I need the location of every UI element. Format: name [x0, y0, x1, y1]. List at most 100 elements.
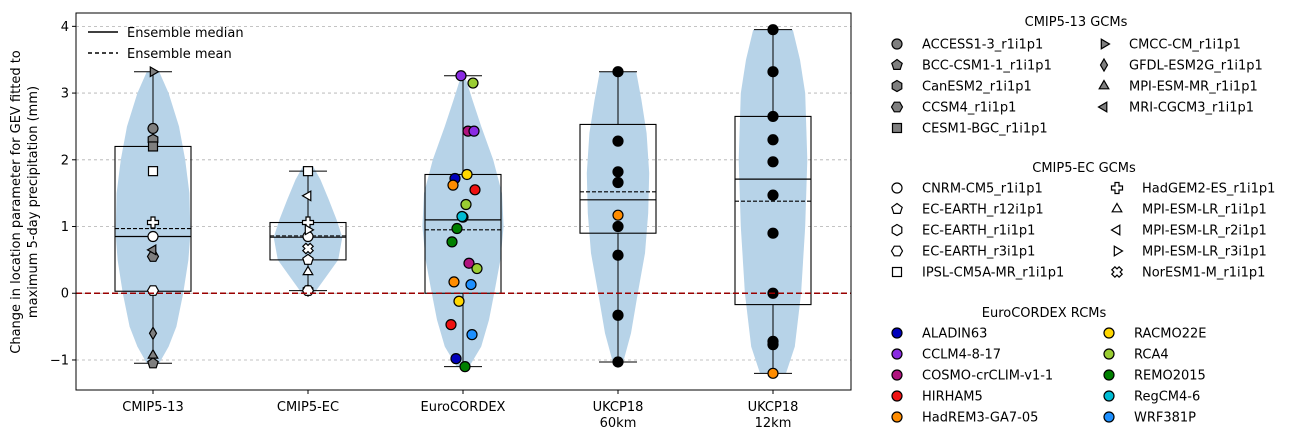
legend-marker — [891, 79, 903, 93]
y-tick-label: 0 — [61, 287, 69, 302]
data-point — [466, 329, 478, 341]
legend-marker — [891, 122, 903, 134]
data-point — [453, 295, 465, 307]
x-tick-label: UKCP18 — [748, 400, 799, 415]
legend-area: CMIP5-13 GCMs ACCESS1-3_r1i1p1 BCC-CSM1-1_… — [890, 15, 1275, 426]
y-tick-label: 4 — [61, 20, 69, 35]
data-point — [612, 309, 624, 321]
legend-item-label: CMCC-CM_r1i1p1 — [1129, 38, 1241, 53]
data-point — [301, 242, 315, 255]
group-cmip5-ec — [269, 166, 347, 297]
legend-item-label: CCLM4-8-17 — [922, 348, 1001, 363]
legend-marker — [891, 202, 903, 214]
group-cmip5-13 — [114, 65, 192, 369]
legend-item-label: RACMO22E — [1134, 327, 1206, 342]
x-tick-label: UKCP18 — [593, 400, 644, 415]
data-point — [612, 135, 624, 147]
legend-marker — [1103, 411, 1115, 423]
legend-item: EC-EARTH_r3i1p1 — [890, 245, 1035, 260]
data-point — [461, 168, 473, 181]
data-point — [612, 220, 624, 233]
data-point — [302, 253, 314, 265]
legend-marker — [1111, 202, 1123, 213]
legend-item: ACCESS1-3_r1i1p1 — [891, 38, 1043, 53]
legend-item: ALADIN63 — [891, 327, 987, 342]
legend-marker — [891, 411, 903, 423]
legend-title: CMIP5-13 GCMs — [1025, 15, 1128, 30]
legend-item-label: MPI-ESM-MR_r1i1p1 — [1129, 80, 1258, 95]
data-point — [767, 367, 779, 379]
legend-item: CMCC-CM_r1i1p1 — [1100, 38, 1241, 53]
data-point — [302, 265, 314, 276]
legend-item-label: CanESM2_r1i1p1 — [922, 80, 1032, 95]
legend-item-label: MPI-ESM-LR_r3i1p1 — [1142, 245, 1267, 260]
legend-item-label: HadREM3-GA7-05 — [922, 411, 1038, 426]
legend-marker — [891, 369, 903, 381]
legend-item: IPSL-CM5A-MR_r1i1p1 — [891, 266, 1064, 281]
data-point — [463, 257, 475, 269]
legend-marker — [1103, 327, 1115, 339]
legend-item-label: REMO2015 — [1134, 369, 1206, 384]
y-axis-label-line2: maximum 5-day precipitation (mm) — [26, 86, 41, 318]
data-point — [612, 176, 624, 189]
legend-item-label: CESM1-BGC_r1i1p1 — [922, 122, 1048, 137]
data-point — [446, 236, 458, 248]
legend-marker — [1103, 390, 1115, 402]
legend-marker — [890, 101, 904, 113]
y-tick-label: 2 — [61, 153, 69, 168]
data-point — [149, 65, 160, 78]
legend-item-label: GFDL-ESM2G_r1i1p1 — [1129, 59, 1263, 74]
data-point — [465, 278, 477, 291]
legend-title: CMIP5-EC GCMs — [1032, 161, 1136, 176]
legend-item: MPI-ESM-MR_r1i1p1 — [1098, 79, 1258, 95]
legend-marker — [1100, 38, 1111, 50]
legend-marker — [1110, 224, 1121, 236]
legend-item: MRI-CGCM3_r1i1p1 — [1097, 101, 1254, 116]
legend-marker — [891, 182, 903, 194]
data-point — [469, 184, 481, 196]
legend-item: CCLM4-8-17 — [891, 348, 1001, 363]
legend-item: EC-EARTH_r1i1p1 — [891, 224, 1035, 239]
legend-item: CCSM4_r1i1p1 — [890, 101, 1016, 116]
legend-item: GFDL-ESM2G_r1i1p1 — [1099, 57, 1263, 74]
legend-marker — [1099, 57, 1109, 73]
legend-marker — [1103, 369, 1115, 381]
data-point — [304, 224, 315, 236]
legend-mean-label: Ensemble mean — [127, 47, 232, 62]
y-tick-label: −1 — [50, 353, 69, 368]
data-point — [301, 190, 312, 202]
legend-marker — [891, 327, 903, 339]
data-point — [147, 230, 159, 243]
legend-item-label: COSMO-crCLIM-v1-1 — [922, 369, 1053, 384]
legend-item: CNRM-CM5_r1i1p1 — [891, 182, 1043, 197]
data-point — [147, 141, 159, 152]
legend-item: NorESM1-M_r1i1p1 — [1110, 266, 1265, 281]
data-point — [148, 326, 158, 341]
legend-item-label: WRF381P — [1134, 411, 1196, 426]
legend-marker — [891, 348, 903, 360]
legend-item: HadREM3-GA7-05 — [891, 411, 1038, 426]
legend-median-label: Ensemble median — [127, 26, 244, 41]
data-point — [146, 216, 160, 229]
legend-item-label: ALADIN63 — [922, 327, 987, 342]
x-tick-label: EuroCORDEX — [421, 400, 506, 415]
legend-item: HadGEM2-ES_r1i1p1 — [1110, 182, 1275, 197]
legend-item-label: EC-EARTH_r1i1p1 — [922, 224, 1035, 239]
legend-item: RegCM4-6 — [1103, 390, 1200, 405]
data-point — [445, 319, 457, 331]
legend-marker — [891, 58, 903, 71]
data-point — [451, 222, 463, 235]
legend-marker — [891, 390, 903, 402]
legend-marker — [891, 266, 903, 278]
data-point — [455, 70, 467, 82]
data-point — [460, 198, 472, 211]
group-ukcp18-12km — [734, 24, 812, 379]
x-tick-label: CMIP5-13 — [122, 400, 183, 415]
legend-item: HIRHAM5 — [891, 390, 983, 405]
data-point — [612, 166, 624, 178]
legend-item: RCA4 — [1103, 348, 1169, 363]
data-point — [447, 179, 459, 191]
data-point — [767, 110, 779, 123]
data-point — [612, 356, 624, 368]
